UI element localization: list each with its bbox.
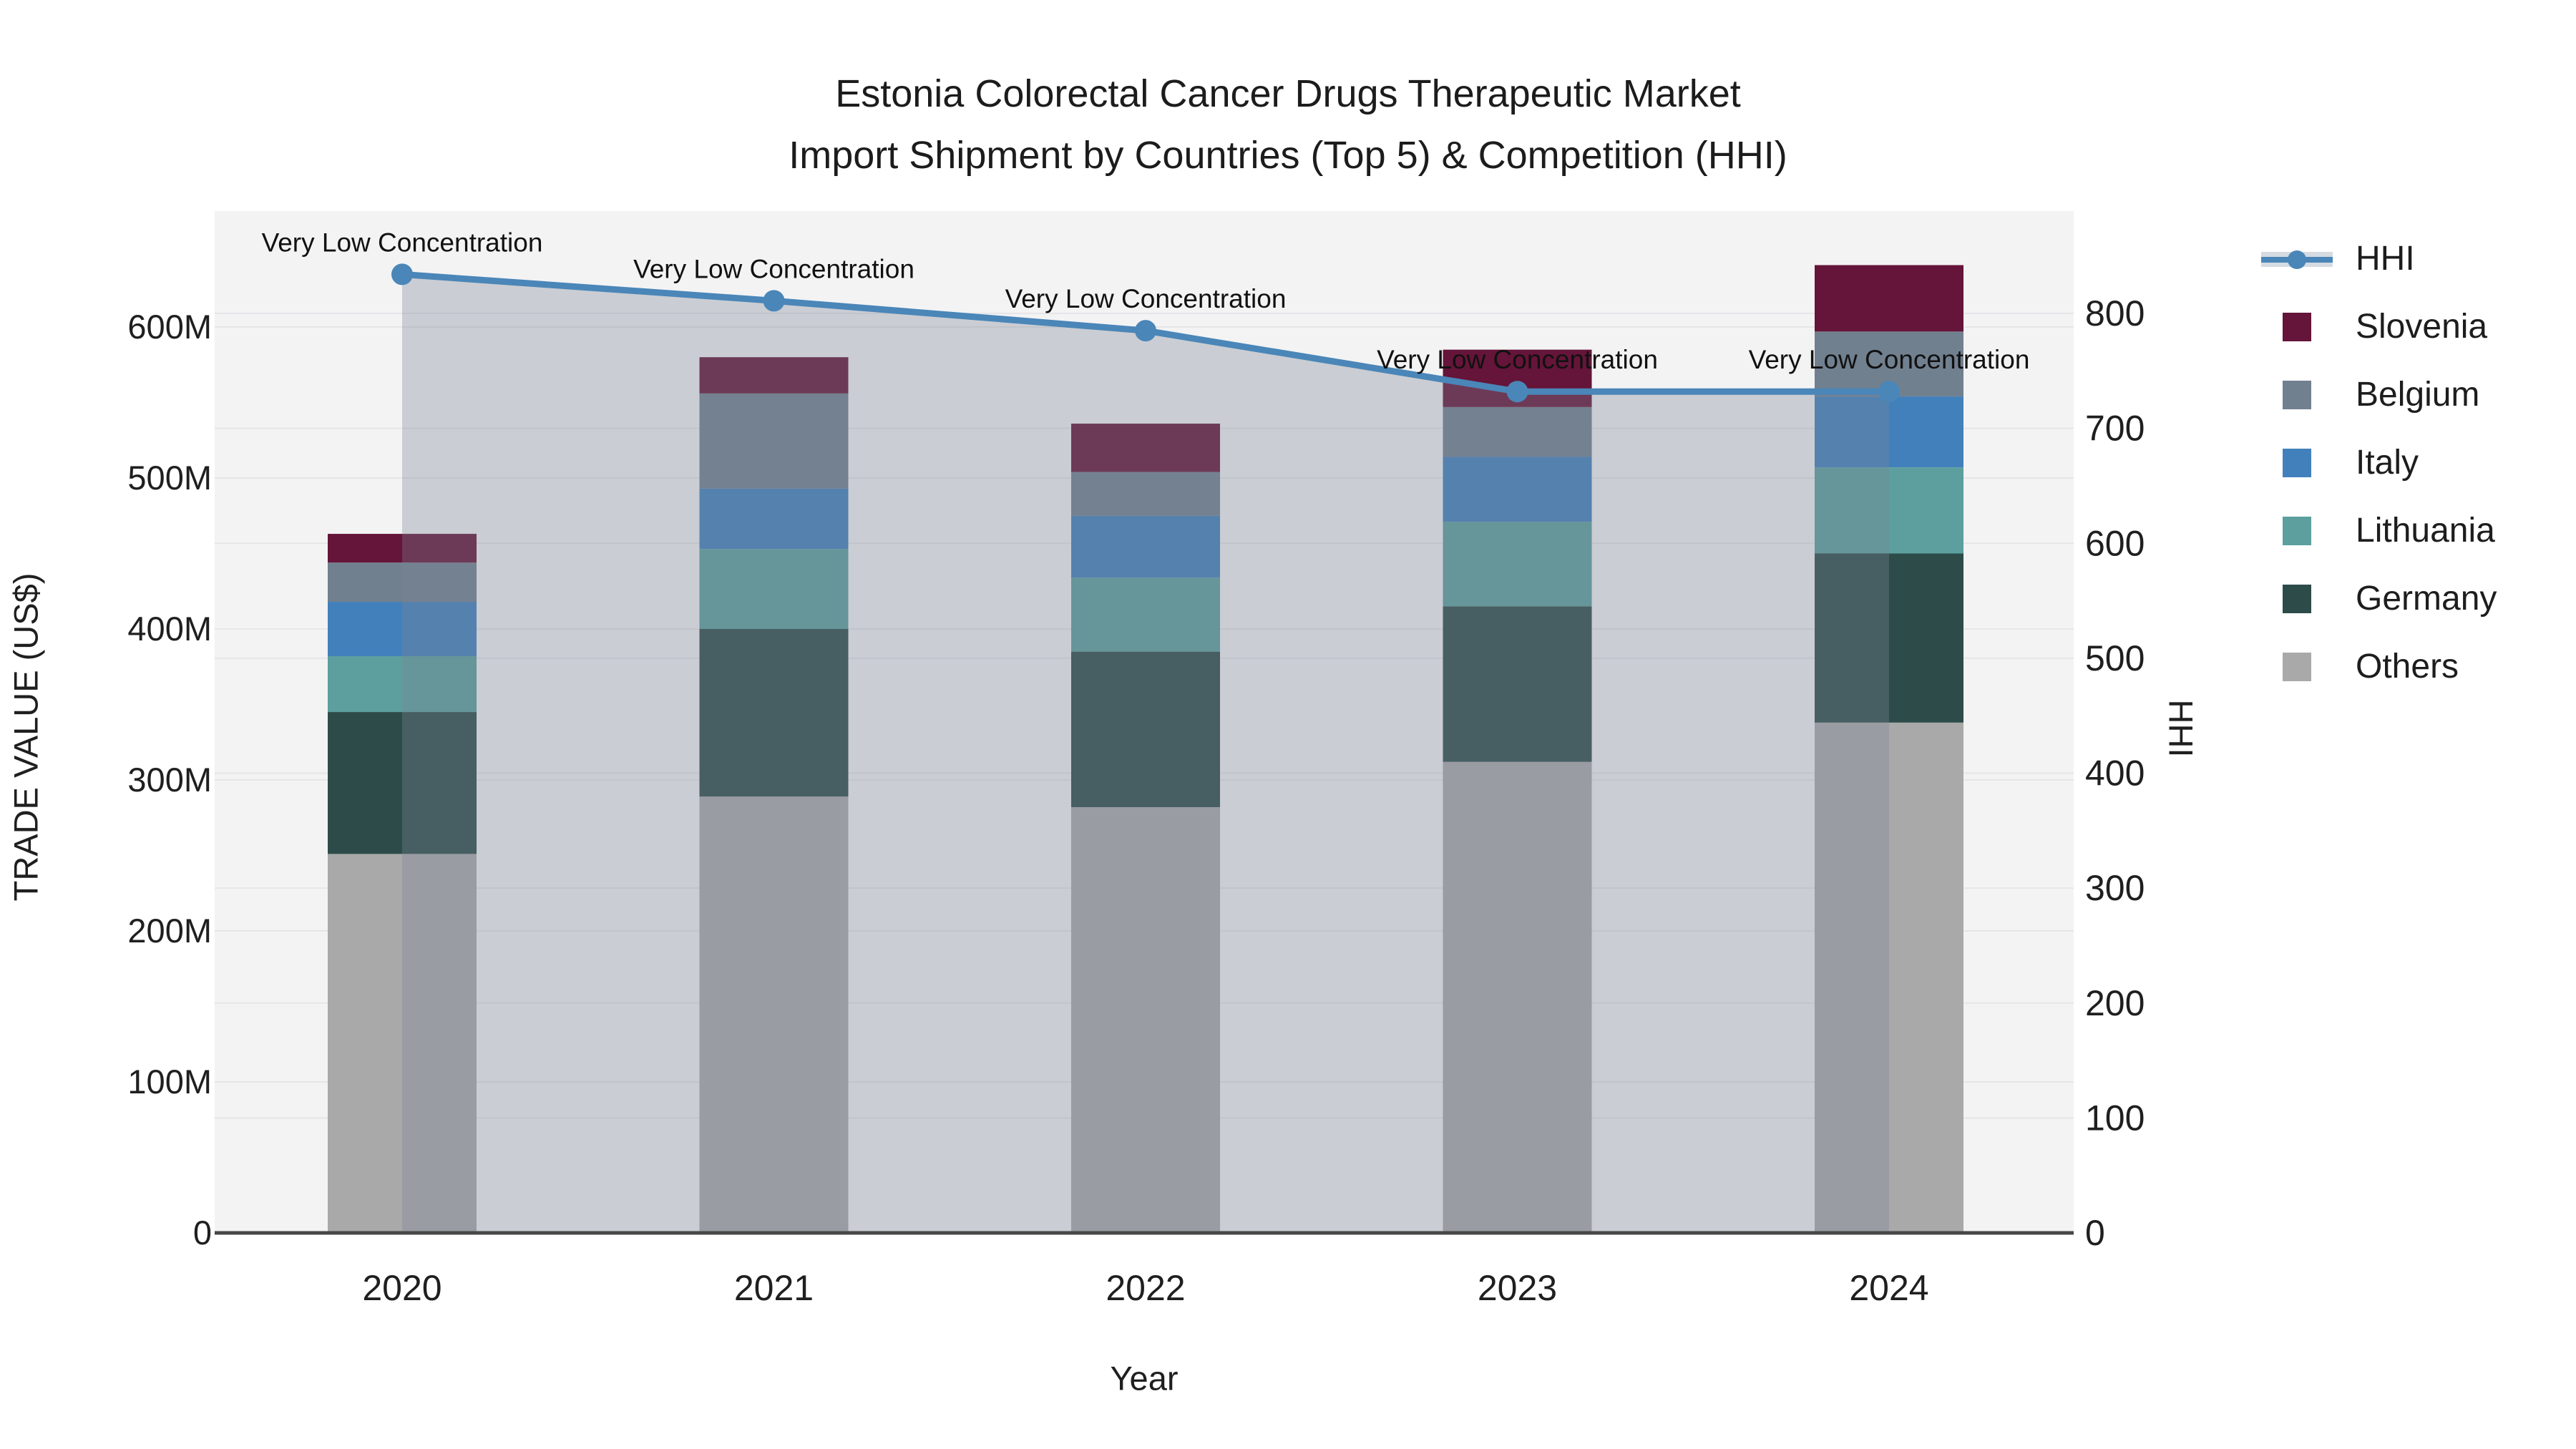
belgium-swatch-icon [2254,380,2340,409]
germany-swatch-icon [2254,584,2340,613]
y-left-tick-500M: 500M [127,459,212,497]
y-right-tick-800: 800 [2085,293,2145,333]
bar-segment-germany-2024[interactable] [1815,553,1963,723]
legend-label-hhi: HHI [2356,240,2415,278]
annotation-2020: Very Low Concentration [262,228,543,257]
bar-segment-germany-2023[interactable] [1443,606,1592,762]
y-axis-left-title: TRADE VALUE (US$) [6,572,45,902]
x-tick-2022: 2022 [1106,1268,1185,1308]
y-right-tick-700: 700 [2085,409,2145,449]
hhi-marker-2023[interactable] [1506,381,1528,403]
bar-segment-slovenia-2022[interactable] [1071,424,1220,472]
bar-segment-belgium-2020[interactable] [328,562,477,602]
legend-label-lithuania: Lithuania [2356,512,2495,550]
y-right-tick-500: 500 [2085,638,2145,678]
y-left-tick-0: 0 [193,1214,212,1252]
legend-label-germany: Germany [2356,580,2497,618]
y-axis-right-title: HHI [2162,699,2200,758]
legend: HHI Slovenia Belgium Italy Lithuania Germany O… [2254,225,2497,701]
bar-segment-italy-2023[interactable] [1443,457,1592,522]
italy-swatch-icon [2254,448,2340,477]
legend-item-slovenia[interactable]: Slovenia [2254,293,2497,361]
bar-segment-italy-2022[interactable] [1071,515,1220,578]
hhi-marker-2024[interactable] [1878,381,1900,403]
bar-segment-italy-2021[interactable] [699,488,849,550]
hhi-marker-2020[interactable] [391,263,413,286]
hhi-line-icon [2254,245,2340,273]
bar-segment-belgium-2021[interactable] [699,393,849,489]
legend-label-others: Others [2356,648,2459,686]
chart-title-line2: Import Shipment by Countries (Top 5) & C… [789,134,1787,177]
legend-item-belgium[interactable]: Belgium [2254,361,2497,429]
bar-segment-others-2020[interactable] [328,854,477,1233]
bar-segment-others-2021[interactable] [699,796,849,1233]
legend-label-italy: Italy [2356,444,2419,482]
bar-segment-lithuania-2024[interactable] [1815,467,1963,554]
x-tick-2020: 2020 [362,1268,441,1308]
chart-title: Estonia Colorectal Cancer Drugs Therapeu… [0,63,2576,186]
legend-label-slovenia: Slovenia [2356,308,2488,346]
bar-segment-lithuania-2022[interactable] [1071,577,1220,652]
bar-segment-germany-2022[interactable] [1071,651,1220,807]
y-right-tick-100: 100 [2085,1098,2145,1138]
y-left-tick-100M: 100M [127,1063,212,1101]
x-axis-title: Year [1110,1359,1179,1397]
legend-item-others[interactable]: Others [2254,633,2497,701]
bar-segment-belgium-2023[interactable] [1443,406,1592,457]
bar-segment-slovenia-2020[interactable] [328,534,477,563]
legend-item-italy[interactable]: Italy [2254,429,2497,497]
bar-segment-lithuania-2020[interactable] [328,655,477,713]
bar-segment-germany-2020[interactable] [328,712,477,854]
y-right-tick-300: 300 [2085,868,2145,908]
others-swatch-icon [2254,652,2340,681]
annotation-2024: Very Low Concentration [1749,345,2030,374]
legend-item-hhi[interactable]: HHI [2254,225,2497,293]
slovenia-swatch-icon [2254,312,2340,341]
annotation-2023: Very Low Concentration [1377,345,1658,374]
y-right-tick-0: 0 [2085,1213,2105,1253]
hhi-marker-2021[interactable] [763,290,785,312]
y-right-tick-200: 200 [2085,983,2145,1023]
x-tick-2023: 2023 [1478,1268,1557,1308]
bar-segment-slovenia-2021[interactable] [699,357,849,394]
bar-segment-others-2022[interactable] [1071,806,1220,1233]
x-tick-2021: 2021 [734,1268,814,1308]
bar-segment-italy-2024[interactable] [1815,396,1963,468]
legend-item-germany[interactable]: Germany [2254,565,2497,633]
bar-segment-lithuania-2023[interactable] [1443,522,1592,607]
legend-label-belgium: Belgium [2356,376,2480,414]
bar-segment-others-2024[interactable] [1815,722,1963,1233]
bar-segment-others-2023[interactable] [1443,761,1592,1233]
bar-segment-belgium-2022[interactable] [1071,472,1220,516]
bar-segment-slovenia-2024[interactable] [1815,265,1963,332]
bar-segment-germany-2021[interactable] [699,629,849,797]
y-left-tick-200M: 200M [127,912,212,950]
y-left-tick-400M: 400M [127,610,212,648]
bar-segment-italy-2020[interactable] [328,602,477,656]
hhi-area-fill [402,274,1889,1234]
annotation-2022: Very Low Concentration [1005,284,1287,313]
hhi-marker-2022[interactable] [1135,320,1156,342]
annotation-2021: Very Low Concentration [633,254,914,283]
y-right-tick-400: 400 [2085,753,2145,794]
y-left-tick-300M: 300M [127,761,212,799]
bar-segment-lithuania-2021[interactable] [699,549,849,629]
y-right-tick-600: 600 [2085,523,2145,563]
y-left-tick-600M: 600M [127,308,212,346]
chart-title-line1: Estonia Colorectal Cancer Drugs Therapeu… [835,72,1741,115]
x-tick-2024: 2024 [1849,1268,1928,1308]
legend-item-lithuania[interactable]: Lithuania [2254,497,2497,565]
lithuania-swatch-icon [2254,516,2340,545]
